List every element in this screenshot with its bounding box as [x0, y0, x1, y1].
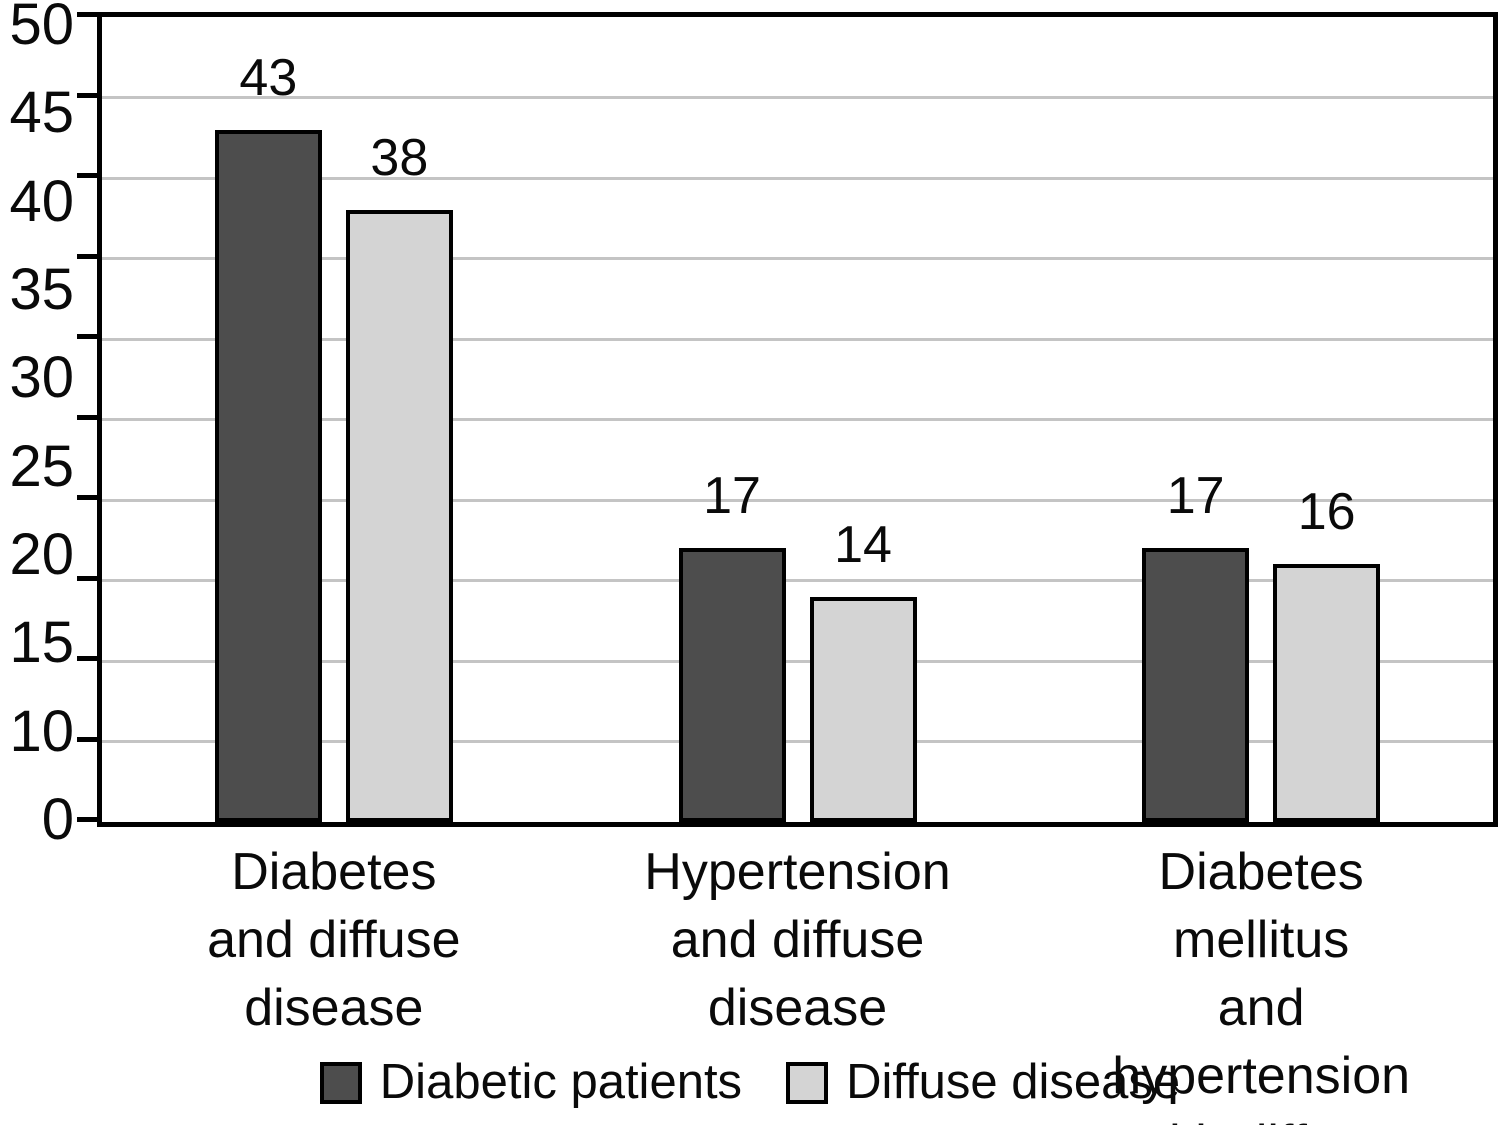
legend-item-diabetic-patients: Diabetic patients [319, 1055, 743, 1109]
gridline [102, 337, 1493, 341]
y-axis-tick [77, 495, 102, 500]
y-axis-label: 40 [9, 168, 74, 234]
legend-label: Diffuse disease [846, 1055, 1181, 1109]
category-label-0: Diabetes and diffuse disease [207, 843, 461, 1037]
gridline [102, 498, 1493, 502]
y-axis-tick [77, 334, 102, 339]
bar-value-label: 16 [1297, 483, 1356, 542]
bar-value-label: 38 [370, 129, 429, 188]
y-axis-tick [77, 817, 102, 822]
gridline [102, 96, 1493, 99]
bar-value-label: 43 [239, 48, 298, 107]
y-axis-tick [77, 253, 102, 259]
gridline [102, 176, 1493, 180]
bar-value-label: 14 [834, 515, 892, 574]
y-axis-label: 45 [9, 80, 74, 146]
category-label-1: Hypertension and diffuse disease [644, 843, 951, 1037]
y-axis-label: 0 [41, 787, 74, 852]
legend-label: Diabetic patients [379, 1055, 743, 1109]
gridline [102, 418, 1493, 421]
y-axis-label: 20 [9, 522, 74, 587]
category-label-2: Diabetes mellitus and hypertension with … [1112, 843, 1411, 1125]
y-axis-tick [77, 414, 102, 420]
y-axis-label: 25 [9, 433, 74, 499]
bar-value-label: 17 [1166, 467, 1225, 526]
bar-diffuse-disease-2 [1273, 564, 1381, 822]
legend-swatch-icon [319, 1061, 362, 1104]
y-axis-tick [77, 656, 102, 661]
y-axis-label: 35 [9, 257, 74, 322]
bar-value-label: 17 [703, 467, 761, 526]
gridline [102, 579, 1493, 582]
y-axis-tick [77, 736, 102, 742]
y-axis-label: 30 [9, 345, 74, 411]
y-axis-label: 50 [9, 0, 74, 57]
bar-diffuse-disease-1 [809, 596, 917, 822]
y-axis-tick [77, 575, 102, 581]
bar-diffuse-disease-0 [345, 210, 453, 822]
legend-item-diffuse-disease: Diffuse disease [786, 1058, 1180, 1107]
gridline [102, 257, 1493, 260]
bar-diabetic-patients-0 [214, 129, 322, 822]
plot-area: 43 38 17 14 17 16 [97, 12, 1498, 827]
legend-swatch-icon [786, 1061, 829, 1104]
y-axis-tick [77, 92, 102, 98]
bar-diabetic-patients-2 [1142, 548, 1250, 822]
y-axis-tick [77, 173, 102, 178]
gridline [102, 740, 1493, 743]
legend: Diabetic patients Diffuse disease [0, 1058, 1500, 1107]
gridline [102, 659, 1493, 663]
y-axis-tick [77, 12, 102, 17]
y-axis-label: 10 [9, 698, 74, 764]
bar-diabetic-patients-1 [678, 548, 786, 822]
y-axis-label: 15 [9, 610, 74, 676]
